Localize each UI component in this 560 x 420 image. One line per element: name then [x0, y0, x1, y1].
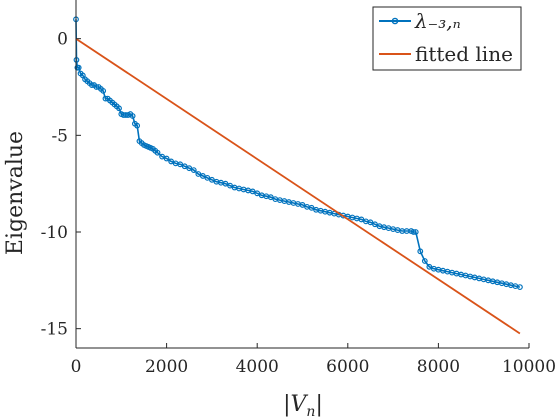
data-point	[159, 153, 165, 160]
x-tick-label: 4000	[236, 357, 279, 377]
data-point	[254, 190, 261, 197]
legend-label-fitted: fitted line	[415, 42, 513, 66]
legend-label-eigenvalue: λ₋₃,ₙ	[414, 9, 461, 33]
data-point	[129, 113, 136, 119]
data-point	[358, 216, 365, 223]
series-line-fitted	[75, 37, 521, 335]
data-point	[88, 82, 95, 88]
data-point	[299, 202, 306, 208]
y-tick-label: -10	[41, 223, 68, 243]
y-ticks: 0 -5 -10 -15	[41, 30, 81, 340]
x-ticks: 0 2000 4000 6000 8000 10000	[71, 343, 556, 377]
legend-marker-eigenvalue	[391, 17, 399, 25]
data-point	[163, 155, 170, 162]
series-layer	[73, 16, 523, 335]
x-tick-label: 8000	[417, 357, 460, 377]
data-point	[267, 194, 274, 201]
data-point	[134, 122, 141, 129]
data-point	[227, 182, 233, 189]
data-point	[412, 229, 419, 235]
x-tick-label: 10000	[502, 357, 556, 377]
y-axis-label: Eigenvalue	[3, 131, 28, 255]
data-point	[177, 161, 184, 168]
data-point	[100, 87, 107, 94]
x-tick-label: 2000	[145, 357, 188, 377]
data-point	[190, 167, 197, 174]
data-point	[410, 229, 417, 235]
data-point	[181, 163, 188, 170]
data-point	[93, 84, 100, 90]
data-point	[372, 221, 378, 228]
data-point	[195, 171, 202, 177]
x-axis-label: |Vn|	[283, 392, 323, 420]
data-point	[222, 180, 229, 187]
data-point	[517, 284, 523, 291]
data-point	[421, 258, 428, 264]
data-point	[154, 149, 161, 156]
x-tick-label: 6000	[326, 357, 369, 377]
x-tick-label: 0	[71, 357, 82, 377]
data-point	[116, 105, 122, 112]
data-point	[102, 95, 109, 102]
data-point	[367, 219, 374, 226]
data-point	[417, 248, 424, 255]
axes-layer	[75, 0, 529, 349]
y-tick-label: -5	[51, 126, 68, 146]
data-point	[308, 204, 315, 211]
data-point	[186, 165, 193, 172]
data-point	[249, 188, 256, 195]
data-point	[199, 173, 206, 179]
legend: λ₋₃,ₙ fitted line	[372, 6, 522, 71]
data-point	[426, 263, 433, 270]
y-tick-label: -15	[41, 320, 68, 340]
legend-box	[372, 6, 522, 71]
data-point	[204, 174, 211, 181]
data-point	[208, 176, 215, 183]
data-point	[168, 158, 175, 165]
y-tick-label: 0	[57, 30, 68, 50]
